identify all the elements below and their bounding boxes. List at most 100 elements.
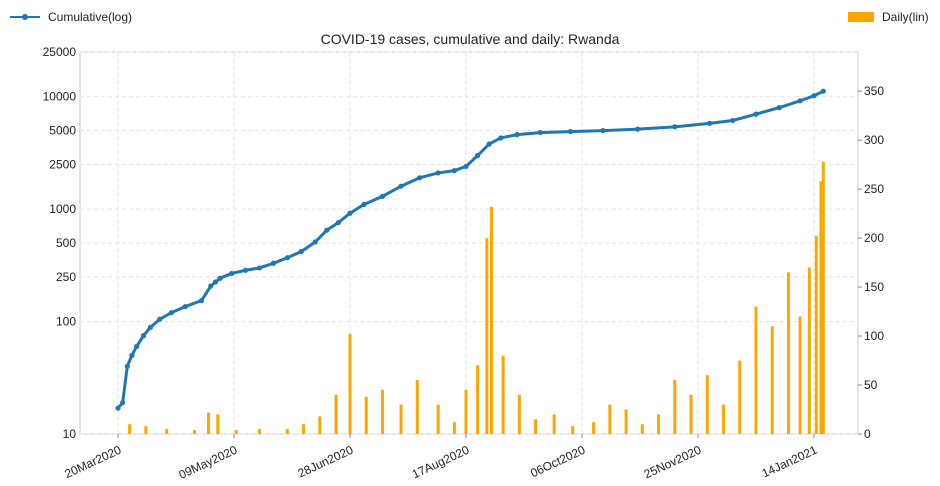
cumulative-point: [514, 132, 520, 138]
y-left-tick-label: 10: [63, 427, 77, 441]
cumulative-point: [284, 255, 290, 261]
y-left-tick-label: 250: [56, 270, 76, 284]
cumulative-point: [498, 135, 504, 141]
cumulative-point: [168, 310, 174, 316]
cumulative-line: [115, 88, 826, 411]
daily-bar: [415, 380, 419, 434]
daily-bar: [399, 404, 403, 434]
cumulative-point: [298, 248, 304, 255]
daily-bar: [318, 416, 322, 434]
y-left-tick-label: 500: [56, 236, 76, 250]
cumulative-point: [129, 352, 135, 359]
daily-bar: [689, 394, 693, 434]
x-tick-label: 28Jun2020: [296, 443, 356, 481]
cumulative-point: [212, 279, 219, 285]
daily-bar: [302, 424, 306, 434]
x-tick-label: 25Nov2020: [642, 443, 704, 482]
y-right-tick-label: 300: [864, 133, 884, 147]
daily-bar: [821, 161, 825, 434]
cumulative-point: [600, 127, 606, 134]
cumulative-point: [635, 126, 641, 132]
daily-bar: [206, 412, 210, 434]
x-tick-label: 06Oct2020: [528, 443, 587, 481]
daily-bar: [258, 429, 262, 434]
cumulative-point: [797, 98, 803, 104]
x-tick-label: 20Mar2020: [62, 443, 123, 481]
y-right-tick-label: 200: [864, 231, 884, 245]
cumulative-point: [335, 219, 341, 226]
legend-cumulative[interactable]: Cumulative(log): [10, 10, 132, 24]
daily-bar: [552, 414, 556, 434]
x-tick-label: 17Aug2020: [410, 443, 472, 482]
cumulative-point: [229, 270, 235, 277]
daily-bar: [705, 375, 709, 434]
daily-bar: [819, 181, 823, 434]
cumulative-point: [270, 260, 277, 266]
daily-bar: [128, 424, 132, 434]
y-left-tick-label: 5000: [49, 124, 76, 138]
legend-daily[interactable]: Daily(lin): [848, 10, 929, 24]
y-right-tick-label: 250: [864, 182, 884, 196]
cumulative-point: [217, 275, 223, 281]
daily-bar: [770, 326, 774, 434]
daily-bar: [571, 426, 575, 434]
y-right-tick-label: 0: [864, 427, 871, 441]
grid: [80, 51, 858, 435]
daily-bar: [436, 404, 440, 434]
cumulative-point: [115, 405, 121, 411]
cumulative-point: [198, 297, 205, 304]
cumulative-point: [379, 193, 386, 199]
daily-bar: [814, 236, 818, 434]
daily-bar: [657, 414, 661, 434]
daily-bar: [517, 394, 521, 434]
cumulative-point: [361, 201, 367, 208]
daily-bar: [722, 404, 726, 434]
cumulative-point: [820, 88, 826, 94]
cumulative-point: [398, 183, 404, 189]
cumulative-point: [417, 175, 423, 181]
cumulative-point: [347, 210, 353, 216]
cumulative-point: [312, 239, 318, 245]
y-right-tick-label: 50: [864, 378, 878, 392]
cumulative-point: [707, 120, 713, 126]
y-left-tick-label: 25000: [43, 45, 77, 59]
y-left-tick-label: 2500: [49, 157, 76, 171]
daily-bar: [348, 334, 352, 434]
legend-cumulative-marker: [22, 14, 28, 20]
daily-bar: [485, 238, 489, 434]
legend-daily-label: Daily(lin): [882, 10, 929, 24]
axes: 10 100 250 500 1000 2500 5000 10000 25000 0 50 100 1…: [43, 45, 885, 482]
daily-bar: [476, 365, 480, 434]
legend-cumulative-label: Cumulative(log): [48, 10, 132, 24]
y-right-tick-label: 150: [864, 280, 884, 294]
daily-bar: [285, 429, 289, 434]
daily-bar: [380, 389, 384, 434]
y-left-tick-label: 100: [56, 315, 76, 329]
x-tick-label: 09May2020: [177, 443, 240, 482]
daily-bar: [738, 360, 742, 434]
daily-bar: [144, 426, 148, 434]
cumulative-point: [157, 316, 163, 322]
daily-bar: [807, 267, 811, 434]
daily-bar: [452, 422, 456, 434]
cumulative-point: [256, 265, 263, 271]
daily-bar: [193, 430, 197, 434]
cumulative-point: [324, 227, 330, 233]
cumulative-point: [486, 141, 492, 147]
y-right-tick-label: 350: [864, 84, 884, 98]
cumulative-point: [182, 303, 188, 310]
daily-bar: [234, 430, 238, 434]
cumulative-point: [567, 128, 574, 135]
y-left-tick-label: 10000: [43, 90, 77, 104]
daily-bar: [165, 429, 169, 434]
daily-bar: [334, 394, 338, 434]
daily-bar: [534, 419, 538, 434]
y-left-tick-label: 1000: [49, 202, 76, 216]
cumulative-point: [451, 168, 457, 174]
cumulative-point: [435, 170, 441, 176]
cumulative-point: [776, 105, 782, 111]
chart-title: COVID-19 cases, cumulative and daily: Rw…: [321, 31, 620, 47]
daily-bars: [128, 161, 825, 434]
daily-bar: [608, 404, 612, 434]
